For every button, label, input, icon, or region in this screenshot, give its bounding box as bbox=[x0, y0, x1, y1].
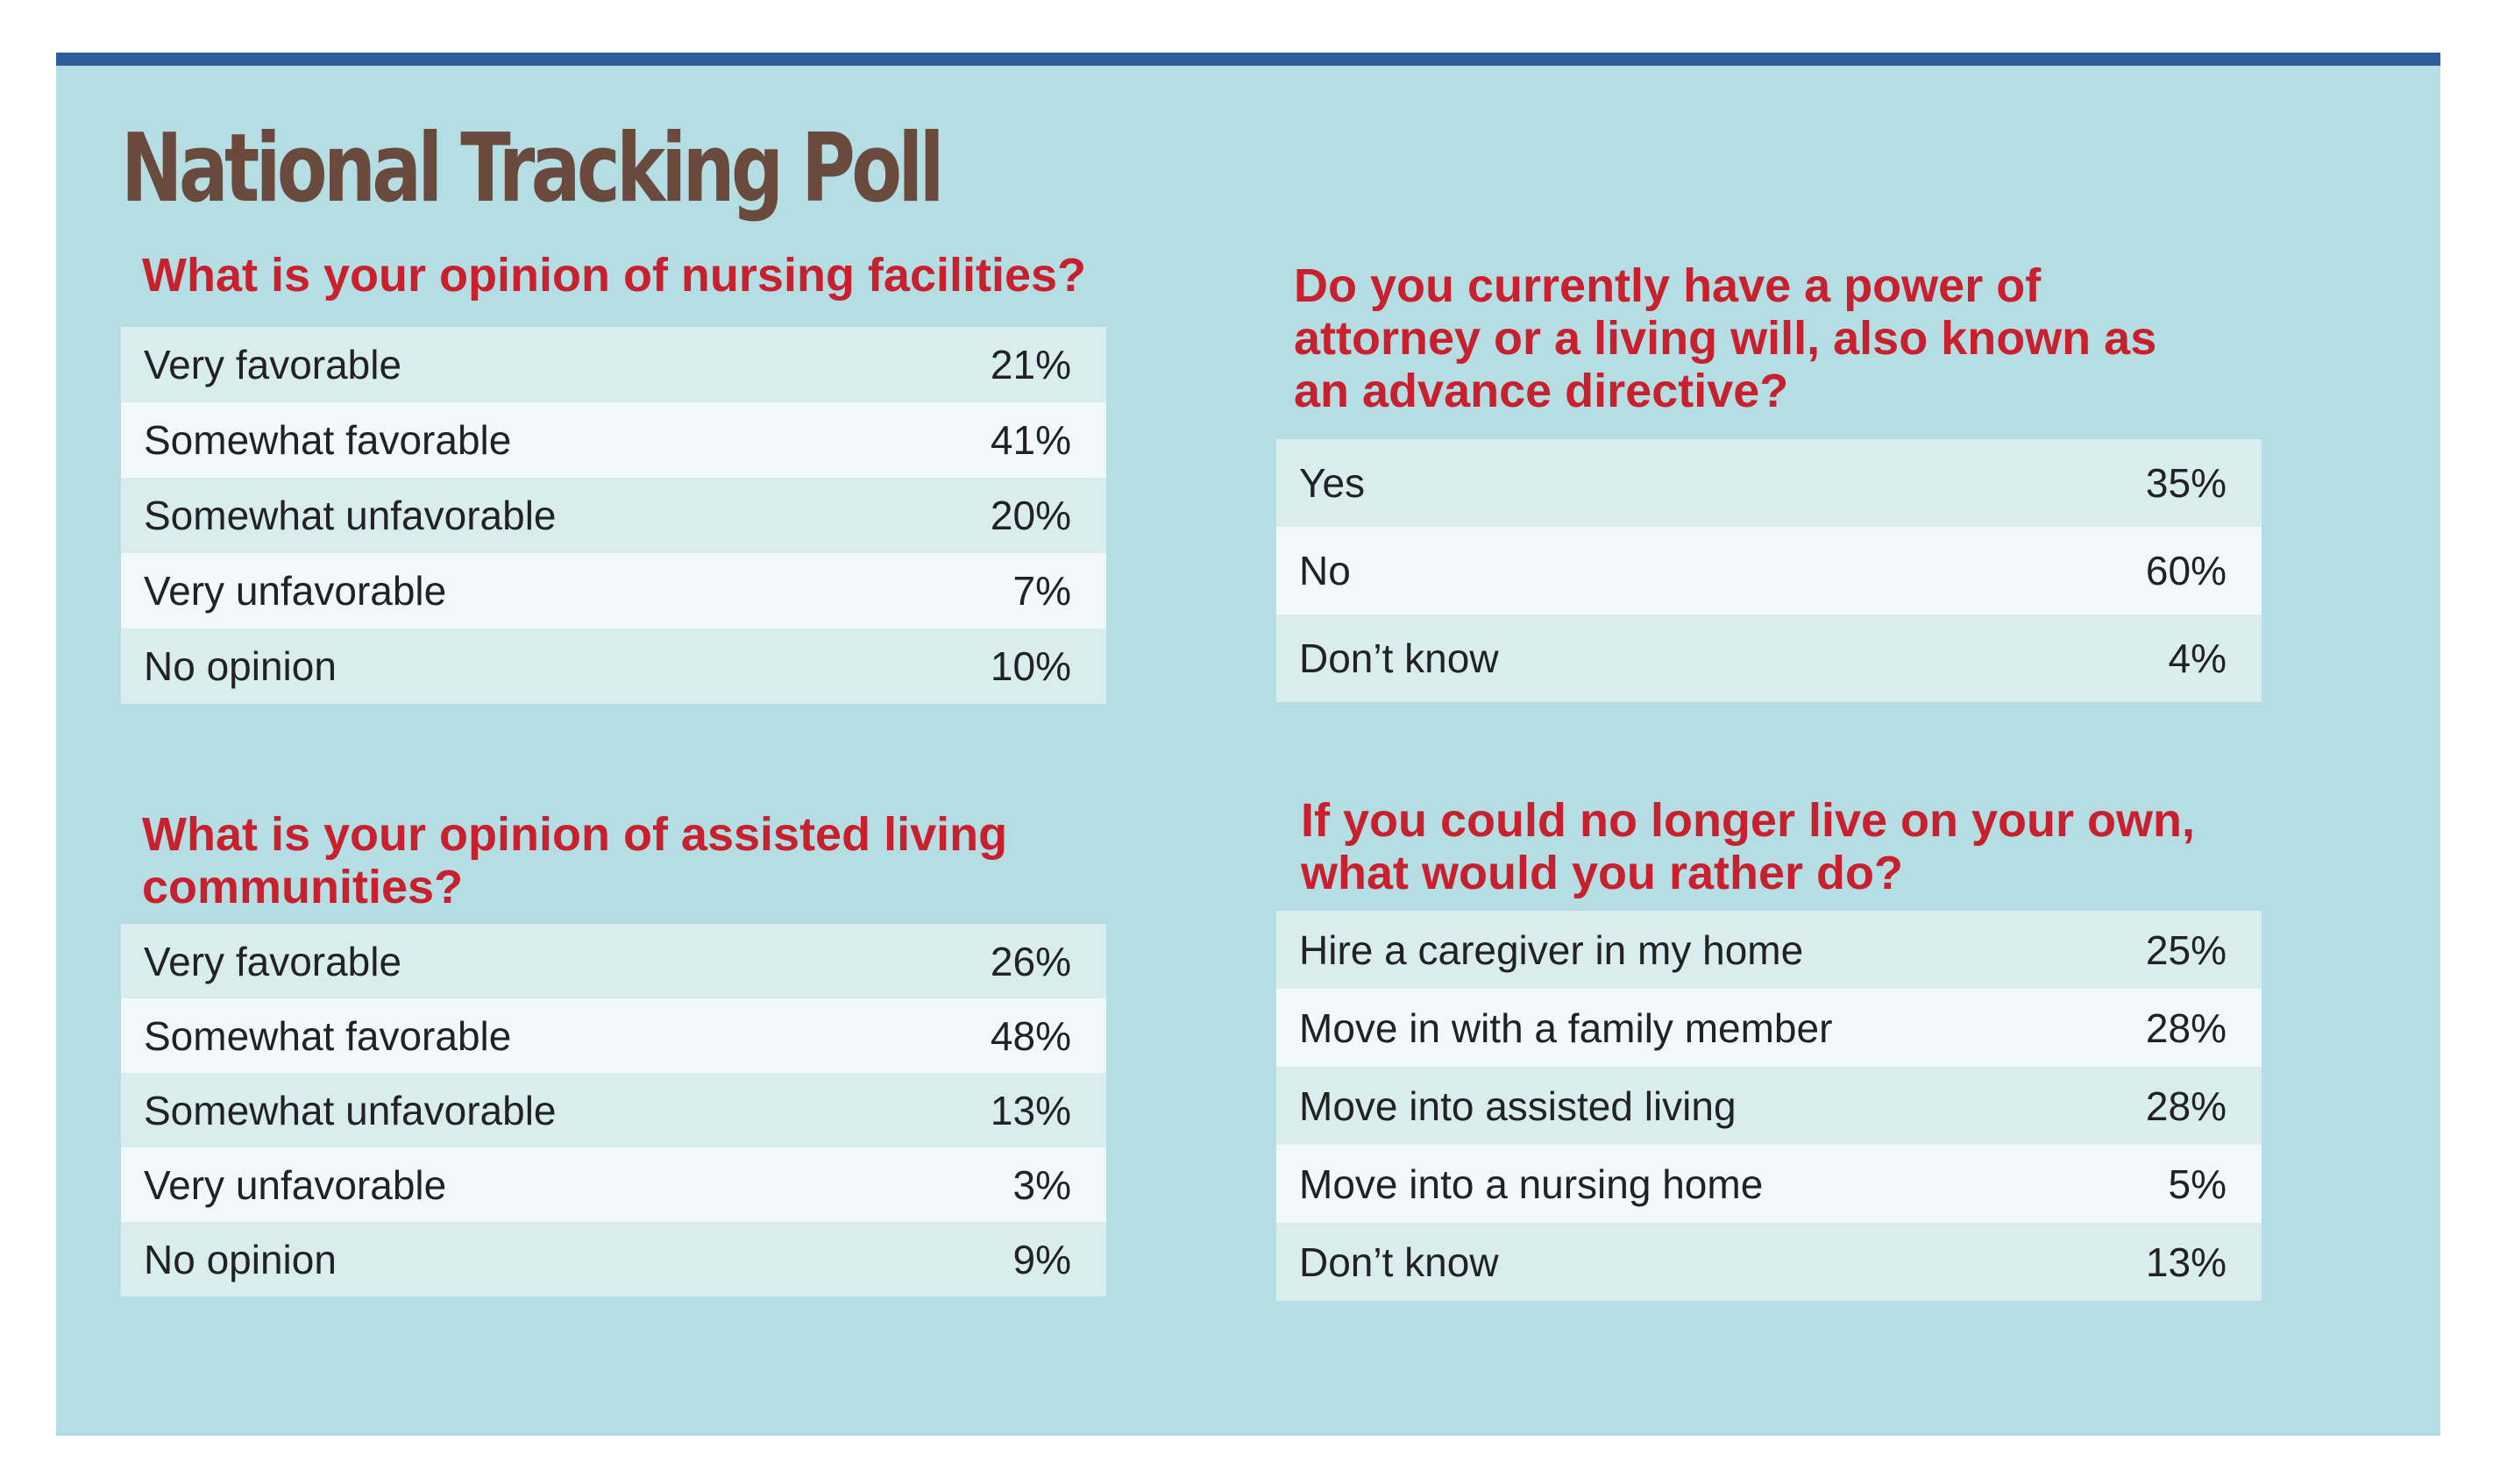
row-label: Very favorable bbox=[144, 342, 402, 387]
table-row: Move into a nursing home 5% bbox=[1276, 1145, 2262, 1223]
row-label: Somewhat unfavorable bbox=[144, 1087, 557, 1133]
row-value: 28% bbox=[2145, 1083, 2227, 1129]
table-row: No opinion 9% bbox=[121, 1222, 1106, 1296]
row-label: Very favorable bbox=[144, 938, 402, 984]
row-value: 41% bbox=[990, 417, 1071, 463]
table-row: Somewhat favorable 48% bbox=[121, 998, 1106, 1073]
question-line: an advance directive? bbox=[1294, 365, 1789, 417]
table-row: Hire a caregiver in my home 25% bbox=[1276, 911, 2262, 989]
question-assisted-living: What is your opinion of assisted living … bbox=[142, 808, 1007, 913]
row-value: 21% bbox=[990, 342, 1071, 387]
page-title: National Tracking Poll bbox=[121, 114, 945, 224]
table-row: Very unfavorable 7% bbox=[121, 553, 1106, 628]
row-value: 25% bbox=[2145, 927, 2227, 973]
table-power-of-attorney: Yes 35% No 60% Don’t know 4% bbox=[1276, 439, 2262, 702]
table-row: Move into assisted living 28% bbox=[1276, 1067, 2262, 1145]
question-line: Do you currently have a power of bbox=[1294, 259, 2042, 312]
table-row: Yes 35% bbox=[1276, 439, 2262, 527]
table-row: Don’t know 13% bbox=[1276, 1223, 2262, 1301]
question-living-preference: If you could no longer live on your own,… bbox=[1301, 794, 2195, 899]
poll-panel: National Tracking Poll What is your opin… bbox=[56, 53, 2440, 1436]
table-nursing-facilities: Very favorable 21% Somewhat favorable 41% … bbox=[121, 327, 1106, 704]
table-row: No 60% bbox=[1276, 527, 2262, 614]
row-label: Move into a nursing home bbox=[1299, 1161, 1764, 1207]
table-row: Somewhat favorable 41% bbox=[121, 402, 1106, 478]
question-line: attorney or a living will, also known as bbox=[1294, 312, 2157, 365]
row-value: 13% bbox=[2145, 1239, 2227, 1285]
top-accent-bar bbox=[56, 53, 2440, 66]
row-value: 48% bbox=[990, 1012, 1071, 1059]
row-label: Very unfavorable bbox=[144, 1161, 447, 1208]
row-value: 9% bbox=[1012, 1236, 1071, 1282]
row-value: 4% bbox=[2168, 635, 2227, 681]
table-row: Somewhat unfavorable 20% bbox=[121, 478, 1106, 553]
row-label: No opinion bbox=[144, 1236, 337, 1282]
row-value: 35% bbox=[2145, 460, 2227, 506]
row-label: Somewhat favorable bbox=[144, 417, 512, 463]
question-power-of-attorney: Do you currently have a power of attorne… bbox=[1294, 259, 2156, 417]
row-value: 60% bbox=[2145, 548, 2227, 593]
table-row: Don’t know 4% bbox=[1276, 614, 2262, 702]
question-nursing-facilities: What is your opinion of nursing faciliti… bbox=[142, 249, 1087, 302]
question-line: communities? bbox=[142, 861, 464, 913]
row-value: 28% bbox=[2145, 1005, 2227, 1051]
row-label: No opinion bbox=[144, 643, 337, 689]
table-row: Very unfavorable 3% bbox=[121, 1147, 1106, 1222]
row-label: Somewhat favorable bbox=[144, 1012, 512, 1059]
table-row: Move in with a family member 28% bbox=[1276, 989, 2262, 1067]
table-assisted-living: Very favorable 26% Somewhat favorable 48% … bbox=[121, 924, 1106, 1296]
row-label: Don’t know bbox=[1299, 1239, 1499, 1285]
row-label: Yes bbox=[1299, 460, 1366, 506]
row-label: Don’t know bbox=[1299, 635, 1499, 681]
row-label: Move in with a family member bbox=[1299, 1005, 1833, 1051]
table-row: No opinion 10% bbox=[121, 628, 1106, 704]
row-value: 13% bbox=[990, 1087, 1071, 1133]
row-value: 26% bbox=[990, 938, 1071, 984]
table-row: Somewhat unfavorable 13% bbox=[121, 1073, 1106, 1147]
question-line: If you could no longer live on your own, bbox=[1301, 794, 2196, 847]
question-line: What is your opinion of assisted living bbox=[142, 808, 1008, 861]
row-value: 20% bbox=[990, 493, 1071, 538]
row-label: Hire a caregiver in my home bbox=[1299, 927, 1804, 973]
row-label: Very unfavorable bbox=[144, 568, 447, 614]
row-value: 10% bbox=[990, 643, 1071, 689]
row-value: 3% bbox=[1012, 1161, 1071, 1208]
row-value: 5% bbox=[2168, 1161, 2227, 1207]
question-line: what would you rather do? bbox=[1301, 847, 1903, 899]
row-label: Somewhat unfavorable bbox=[144, 493, 557, 538]
table-row: Very favorable 26% bbox=[121, 924, 1106, 998]
row-value: 7% bbox=[1012, 568, 1071, 614]
table-living-preference: Hire a caregiver in my home 25% Move in w… bbox=[1276, 911, 2262, 1301]
row-label: Move into assisted living bbox=[1299, 1083, 1737, 1129]
table-row: Very favorable 21% bbox=[121, 327, 1106, 402]
row-label: No bbox=[1299, 548, 1351, 593]
